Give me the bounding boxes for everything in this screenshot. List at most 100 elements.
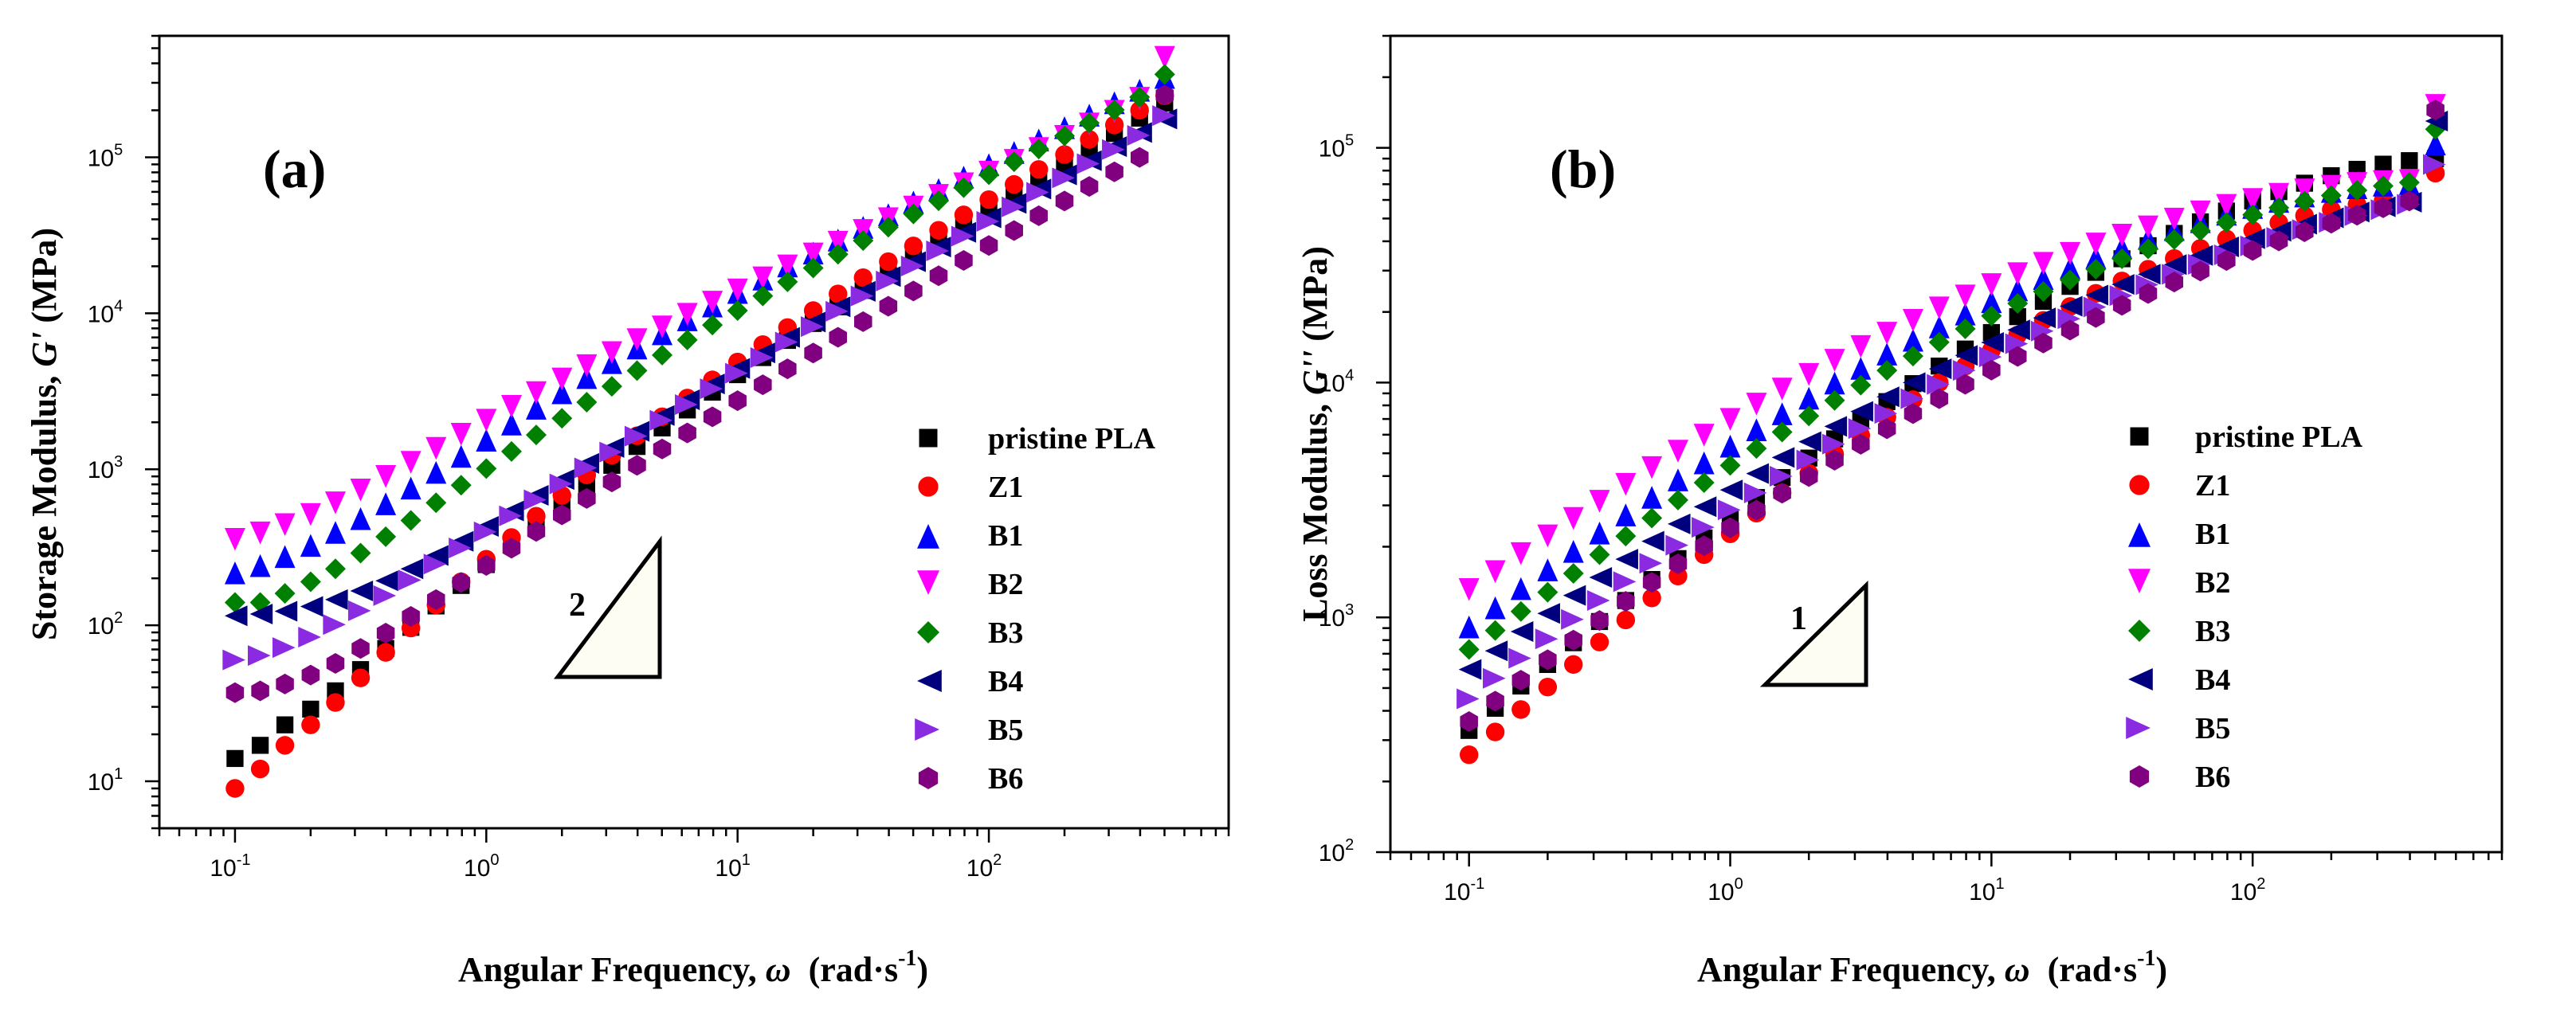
data-point [1956, 374, 1974, 395]
data-point [2374, 197, 2393, 218]
x-tick-label: 100 [1708, 875, 1743, 906]
data-point [752, 285, 774, 307]
data-point [804, 342, 822, 364]
data-point [1850, 374, 1872, 396]
data-point [300, 534, 321, 557]
y-axis-ticks-a: 101 102 103 104 105 [88, 34, 159, 830]
data-point [979, 190, 998, 209]
data-point [400, 476, 421, 500]
series-b2 [1458, 94, 2446, 601]
data-point [649, 409, 673, 431]
data-point [2374, 155, 2392, 173]
data-point [1641, 507, 1663, 529]
data-point [727, 278, 748, 302]
data-point [1770, 466, 1793, 487]
data-point [1102, 139, 1125, 160]
data-point [1877, 418, 1896, 440]
data-point [2111, 223, 2133, 247]
data-point [903, 203, 924, 225]
data-point [473, 521, 497, 542]
data-point [449, 538, 472, 559]
data-point [2294, 190, 2315, 212]
data-point [1747, 499, 1766, 521]
data-point [1952, 360, 1976, 381]
data-point [551, 408, 573, 429]
data-point [1824, 389, 1845, 411]
legend-label: B1 [988, 519, 1023, 553]
plot-frame-b [1389, 34, 2503, 854]
x-axis-title-b: Angular Frequency, ω (rad·s-1) [1697, 946, 2167, 989]
data-point [1771, 447, 1795, 468]
data-point [850, 285, 874, 307]
legend-label: B5 [2195, 712, 2230, 745]
data-point [500, 413, 522, 436]
data-point [1876, 360, 1898, 381]
data-point [1719, 455, 1741, 476]
data-point [1537, 558, 1559, 581]
data-point [376, 643, 395, 662]
series-b2 [224, 45, 1175, 551]
data-point [249, 553, 271, 577]
data-point [778, 358, 797, 380]
data-point [1586, 590, 1610, 612]
data-point [1743, 482, 1767, 503]
data-point [1693, 496, 1717, 518]
data-point [326, 652, 345, 674]
data-point [626, 360, 648, 381]
data-point [900, 255, 924, 276]
series-b6 [225, 84, 1174, 703]
data-point [1798, 405, 1820, 427]
data-point [326, 693, 345, 712]
data-point [1848, 418, 1872, 440]
data-point [1876, 322, 1898, 345]
x-axis-ticks-b: 10-1 100 101 102 [1389, 852, 2503, 906]
data-point [1460, 711, 1478, 733]
data-point [525, 381, 547, 405]
data-point [1771, 402, 1793, 425]
data-point [225, 779, 245, 798]
data-point [1719, 408, 1741, 431]
data-point [700, 378, 723, 400]
data-point [2242, 188, 2264, 211]
data-point [224, 605, 248, 627]
data-point [2138, 238, 2159, 260]
data-point [1641, 486, 1663, 509]
legend-marker [2129, 765, 2150, 788]
data-point [1154, 64, 1175, 85]
data-point [402, 605, 420, 627]
data-point [1155, 84, 1174, 106]
data-point [527, 507, 546, 526]
data-point [2163, 254, 2187, 276]
data-point [2085, 233, 2107, 256]
data-point [300, 571, 321, 593]
data-point [476, 428, 497, 452]
data-point [1080, 176, 1099, 198]
data-point [1771, 421, 1793, 443]
data-point [1850, 334, 1872, 358]
data-point [1484, 620, 1506, 641]
data-point [1955, 284, 1976, 308]
data-point [1981, 331, 2004, 353]
data-point [879, 295, 898, 317]
data-point [2163, 207, 2185, 231]
data-point [400, 451, 421, 474]
y-tick-label: 103 [1319, 601, 1355, 632]
data-point [2030, 320, 2054, 342]
data-point [1564, 629, 1582, 651]
data-point [274, 513, 296, 537]
data-point [251, 680, 269, 702]
legend-label: pristine PLA [988, 422, 1156, 456]
data-point [1508, 647, 1531, 669]
data-point [1927, 374, 1950, 395]
data-point [426, 589, 445, 610]
data-point [1616, 610, 1636, 630]
data-point [727, 299, 748, 321]
y-tick-label: 105 [88, 141, 124, 171]
legend-label: B2 [2195, 566, 2230, 600]
data-point [2085, 245, 2107, 269]
data-point [373, 585, 397, 606]
data-point [2060, 269, 2081, 291]
data-point [2268, 197, 2290, 218]
data-point [728, 390, 747, 412]
data-point [350, 581, 374, 602]
